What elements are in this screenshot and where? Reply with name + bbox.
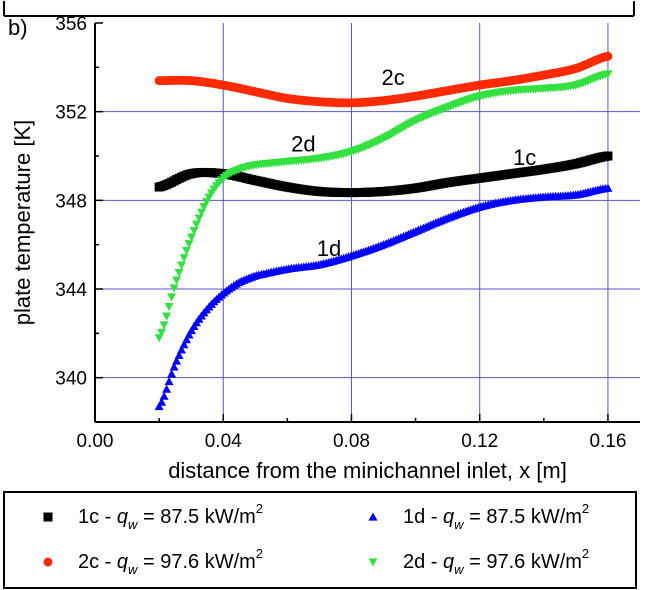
legend-label-1c: 1c - qw = 87.5 kW/m2 xyxy=(78,501,263,532)
data-point-2d xyxy=(603,70,613,79)
legend-item-2c: 2c - qw = 97.6 kW/m2 xyxy=(43,546,263,577)
data-point-2d xyxy=(187,233,197,242)
y-tick-label: 352 xyxy=(55,103,87,124)
series-1d xyxy=(154,183,613,411)
data-point-1d xyxy=(177,345,187,354)
curve-label-2c: 2c xyxy=(382,65,405,90)
data-point-1d xyxy=(164,376,174,386)
data-point-2d xyxy=(179,254,189,263)
panel-label: b) xyxy=(8,15,28,40)
x-tick-label: 0.12 xyxy=(461,431,498,452)
curve-label-1c: 1c xyxy=(513,145,536,170)
legend-prefix: 2d - xyxy=(403,551,443,573)
data-point-1d xyxy=(154,401,164,411)
data-point-2d xyxy=(182,247,192,256)
legend-superscript: 2 xyxy=(256,546,263,561)
legend-label-1d: 1d - qw = 87.5 kW/m2 xyxy=(403,501,589,532)
legend-marker-1d xyxy=(368,512,378,521)
y-axis-title: plate temperature [K] xyxy=(10,120,35,325)
data-point-1d xyxy=(172,356,182,365)
x-tick-label: 0.16 xyxy=(589,431,626,452)
data-point-1d xyxy=(167,369,177,378)
data-point-1d xyxy=(184,330,194,339)
plot-frame xyxy=(94,23,640,423)
data-point-2d xyxy=(164,302,174,312)
legend-label-2d: 2d - qw = 97.6 kW/m2 xyxy=(403,546,589,577)
curve-label-2d: 2d xyxy=(291,132,315,157)
data-point-2d xyxy=(159,321,169,330)
data-point-2d xyxy=(184,240,194,249)
legend-subscript: w xyxy=(128,517,139,532)
legend-q: q xyxy=(117,506,128,528)
x-tick-label: 0.04 xyxy=(205,431,242,452)
data-point-1d xyxy=(179,340,189,349)
data-point-2d xyxy=(194,214,204,223)
data-point-1d xyxy=(169,362,179,371)
y-tick-label: 344 xyxy=(55,280,87,301)
legend-value: = 97.6 kW/m xyxy=(137,551,255,573)
data-point-2d xyxy=(167,293,177,302)
legend-prefix: 1c - xyxy=(78,506,117,528)
legend-box xyxy=(3,491,637,589)
data-point-2d xyxy=(162,312,172,321)
y-tick-label: 348 xyxy=(55,191,87,212)
data-point-2d xyxy=(169,284,179,293)
top-box-remnant xyxy=(3,1,635,17)
legend-value: = 87.5 kW/m xyxy=(464,506,582,528)
tick-labels: 0.00 0.04 0.08 0.12 0.16 340 344 348 352 356 xyxy=(55,14,626,452)
legend-superscript: 2 xyxy=(256,501,263,516)
data-point-2d xyxy=(192,220,202,229)
legend-subscript: w xyxy=(454,517,465,532)
legend-marker-1c xyxy=(43,512,53,522)
legend-subscript: w xyxy=(128,562,139,577)
legend: 1c - qw = 87.5 kW/m2 1d - qw = 87.5 kW/m2… xyxy=(3,491,637,589)
data-point-1d xyxy=(157,397,167,406)
legend-q: q xyxy=(443,506,454,528)
legend-label-2c: 2c - qw = 97.6 kW/m2 xyxy=(78,546,263,577)
y-tick-label: 340 xyxy=(55,369,87,390)
series-layer xyxy=(154,51,613,411)
series-2c xyxy=(154,51,613,108)
legend-superscript: 2 xyxy=(582,501,589,516)
legend-item-1d: 1d - qw = 87.5 kW/m2 xyxy=(368,501,589,532)
data-point-1d xyxy=(159,391,169,400)
data-point-1d xyxy=(162,384,172,393)
data-point-1d xyxy=(603,183,613,192)
data-point-2d xyxy=(174,268,184,278)
data-point-1d xyxy=(174,350,184,359)
axis-ticks xyxy=(94,22,609,422)
legend-superscript: 2 xyxy=(582,546,589,561)
legend-q: q xyxy=(117,551,128,573)
legend-item-1c: 1c - qw = 87.5 kW/m2 xyxy=(43,501,263,532)
y-tick-label: 356 xyxy=(55,14,87,35)
legend-marker-2c xyxy=(43,557,53,567)
legend-marker-2d xyxy=(368,558,378,567)
data-point-2d xyxy=(177,261,187,270)
data-point-2c xyxy=(603,51,613,61)
series-2d xyxy=(154,70,613,343)
data-point-1d xyxy=(182,335,192,344)
data-point-2d xyxy=(189,226,199,236)
legend-prefix: 2c - xyxy=(78,551,117,573)
legend-value: = 97.6 kW/m xyxy=(464,551,582,573)
legend-value: = 87.5 kW/m xyxy=(137,506,255,528)
data-point-1c xyxy=(603,151,613,161)
legend-q: q xyxy=(443,551,454,573)
x-tick-label: 0.00 xyxy=(77,431,114,452)
x-tick-label: 0.08 xyxy=(333,431,370,452)
curve-label-1d: 1d xyxy=(317,236,341,261)
curve-labels: 2c 2d 1c 1d xyxy=(291,65,536,261)
data-point-2d xyxy=(157,328,167,337)
legend-subscript: w xyxy=(454,562,465,577)
legend-item-2d: 2d - qw = 97.6 kW/m2 xyxy=(368,546,589,577)
series-1c xyxy=(154,151,613,198)
legend-prefix: 1d - xyxy=(403,506,443,528)
data-point-1d xyxy=(187,326,197,335)
x-axis-title: distance from the minichannel inlet, x [… xyxy=(168,458,567,483)
data-point-2d xyxy=(172,276,182,285)
